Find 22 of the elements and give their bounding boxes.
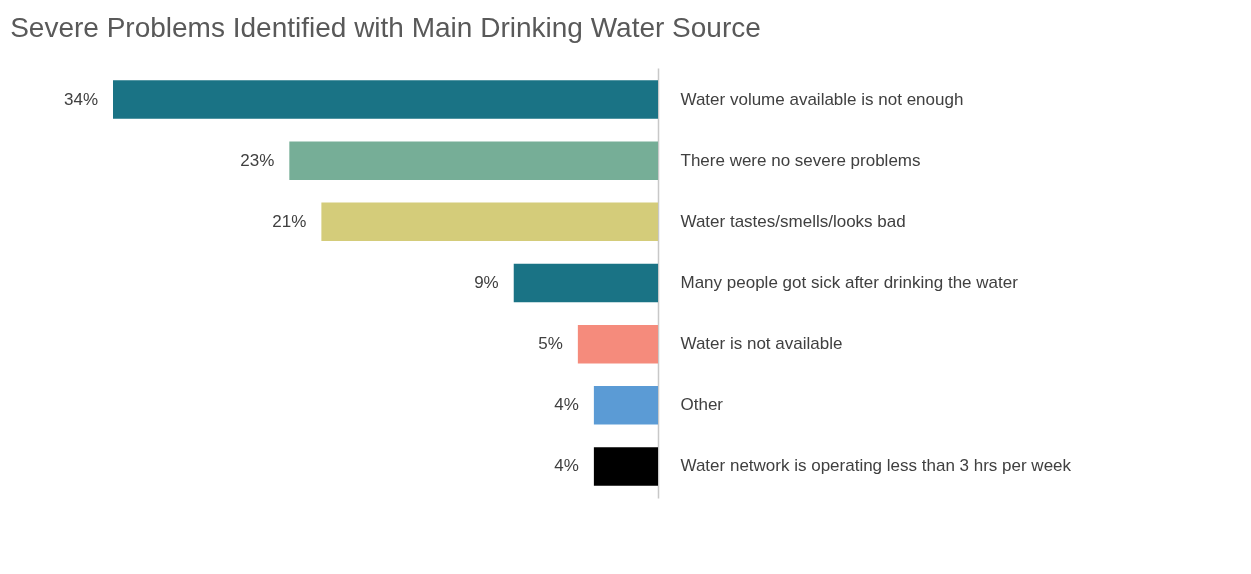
bar — [513, 263, 658, 303]
data-label: 9% — [474, 273, 499, 292]
data-label: 4% — [554, 395, 579, 415]
data-label: 23% — [240, 150, 275, 170]
bar — [289, 141, 658, 180]
y-tick-label: There were no severe problems — [680, 150, 921, 170]
data-label: 4% — [554, 456, 579, 476]
bar — [321, 202, 658, 242]
y-tick-label: Other — [680, 395, 724, 415]
y-tick-label: Water volume available is not enough — [680, 89, 964, 109]
y-tick-label: Many people got sick after drinking the water — [680, 273, 1019, 292]
bar — [593, 447, 658, 486]
bar — [113, 80, 658, 119]
y-tick-label: Water network is operating less than 3 hrs per week — [680, 456, 1072, 476]
bar — [593, 386, 658, 425]
chart-title: Severe Problems Identified with Main Drinking Water Source — [10, 12, 761, 43]
y-tick-label: Water is not available — [680, 334, 843, 354]
y-tick-label: Water tastes/smells/looks bad — [680, 211, 906, 231]
data-label: 21% — [272, 211, 307, 231]
data-label: 5% — [538, 334, 563, 354]
data-label: 34% — [63, 89, 98, 109]
bar — [577, 324, 658, 364]
